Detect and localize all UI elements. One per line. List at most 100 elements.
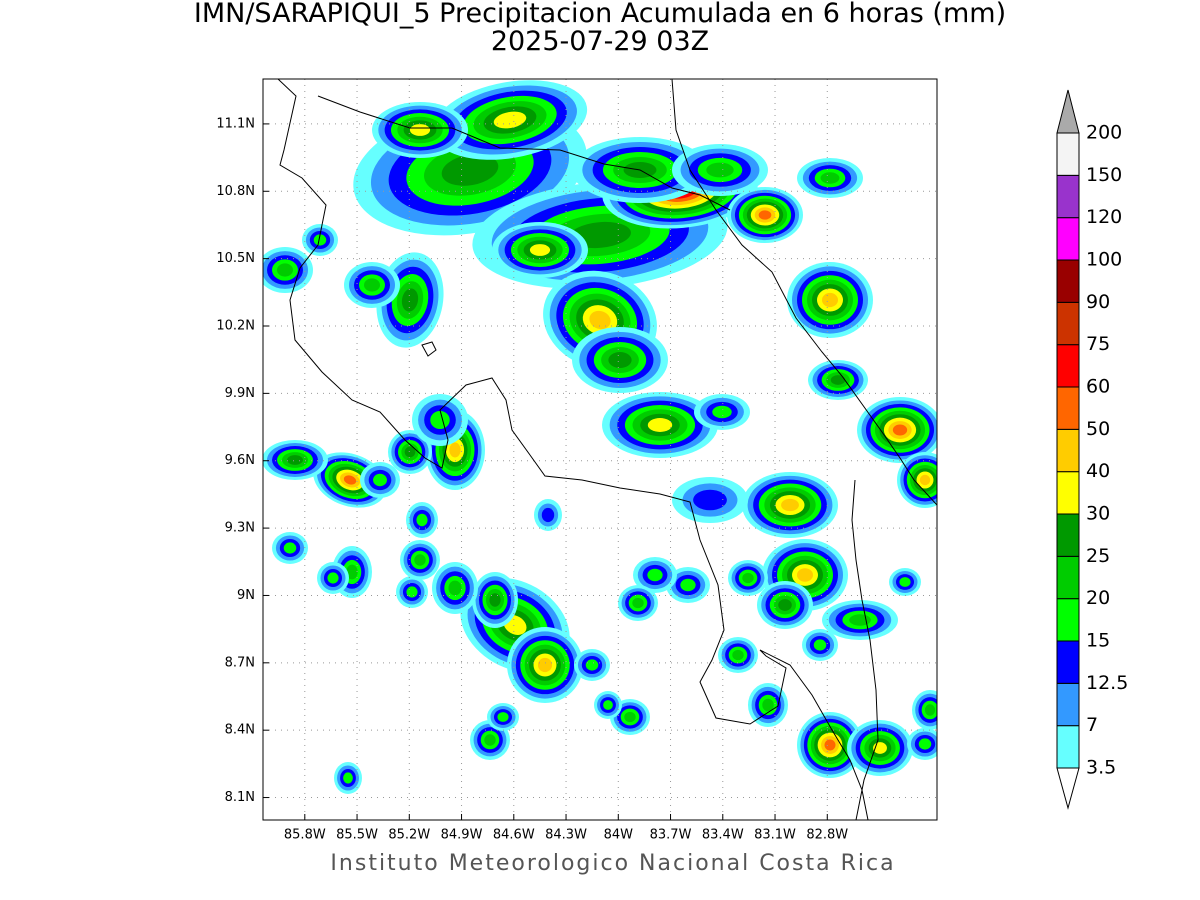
precip-contour [824, 739, 836, 751]
precip-contour [287, 455, 303, 465]
colorbar-label: 12.5 [1086, 672, 1128, 694]
precip-contour [624, 711, 636, 723]
credit: Instituto Meteorologico Nacional Costa R… [330, 851, 895, 876]
colorbar-label: 200 [1086, 122, 1122, 144]
precip-contour [778, 599, 792, 611]
colorbar-swatch [1056, 725, 1080, 769]
map-title: IMN/SARAPIQUI_5 Precipitacion Acumulada … [194, 0, 1006, 29]
precip-contour [918, 738, 932, 750]
precip-contour [449, 442, 461, 458]
precip-contour [680, 578, 696, 592]
precip-contour [346, 564, 358, 580]
coastline [671, 79, 937, 506]
precip-contour [364, 278, 380, 292]
precip-contour [813, 639, 827, 651]
colorbar-label: 60 [1086, 376, 1110, 398]
lake [421, 341, 437, 357]
border [317, 95, 731, 211]
precip-contour [327, 572, 339, 584]
precip-contour [343, 772, 353, 784]
precip-contour [919, 474, 931, 486]
y-tick-label: 8.7N [225, 655, 255, 670]
precip-contour [484, 734, 496, 746]
precip-contour [762, 698, 774, 712]
colorbar-label: 15 [1086, 630, 1110, 652]
precip-contour [781, 498, 799, 512]
x-tick-label: 83.1W [754, 828, 796, 843]
precip-contour [822, 292, 838, 308]
colorbar-label: 25 [1086, 545, 1110, 567]
precip-contour [742, 572, 754, 584]
y-tick-label: 10.2N [216, 319, 255, 334]
colorbar-swatch [1056, 301, 1080, 346]
y-tick-label: 9N [237, 588, 255, 603]
y-tick-label: 11.1N [216, 116, 255, 131]
precip-contour [603, 700, 613, 710]
colorbar-label: 20 [1086, 587, 1110, 609]
x-tick-label: 83.7W [650, 828, 692, 843]
x-tick-label: 84.3W [545, 828, 587, 843]
colorbar-swatch [1056, 428, 1080, 473]
precip-contour [892, 424, 908, 436]
colorbar-swatch [1056, 471, 1080, 515]
precip-contour [497, 712, 509, 722]
precip-contour [712, 405, 732, 419]
y-tick-label: 8.1N [225, 790, 255, 805]
precip-contour [732, 649, 744, 661]
colorbar-label: 100 [1086, 249, 1122, 271]
colorbar-label: 150 [1086, 164, 1122, 186]
colorbar-label: 40 [1086, 460, 1110, 482]
precip-contour [373, 473, 387, 487]
precip-contour [797, 568, 813, 582]
x-tick-label: 85.5W [336, 828, 378, 843]
precip-contour [416, 513, 428, 527]
precip-contour [899, 577, 911, 587]
colorbar-swatch [1056, 386, 1080, 430]
precip-contour [283, 542, 297, 554]
precip-contour [541, 507, 555, 523]
x-tick-label: 84.6W [493, 828, 535, 843]
precip-contour [401, 288, 419, 312]
colorbar-label: 50 [1086, 418, 1110, 440]
y-tick-label: 10.5N [216, 251, 255, 266]
precip-contour [441, 154, 499, 186]
x-tick-label: 85.2W [388, 828, 430, 843]
x-tick-label: 82.8W [806, 828, 848, 843]
precip-contour [758, 210, 772, 220]
y-tick-label: 10.8N [216, 184, 255, 199]
precip-contour [277, 263, 293, 277]
precip-contour [430, 410, 450, 430]
y-tick-label: 9.3N [225, 521, 255, 536]
colorbar-label: 30 [1086, 503, 1110, 525]
precip-contour [537, 657, 553, 673]
colorbar-under [1056, 767, 1080, 810]
colorbar-swatch [1056, 598, 1080, 642]
x-tick-label: 85.8W [284, 828, 326, 843]
y-tick-label: 8.4N [225, 723, 255, 738]
precip-contour [706, 162, 734, 178]
colorbar-swatch [1056, 513, 1080, 557]
x-tick-label: 83.4W [702, 828, 744, 843]
precip-contour [849, 614, 871, 626]
precip-contour [693, 489, 727, 511]
colorbar-swatch [1056, 174, 1080, 219]
colorbar-swatch [1056, 344, 1080, 388]
precip-contour [608, 352, 632, 368]
y-tick-label: 9.6N [225, 453, 255, 468]
precip-contour [820, 172, 840, 184]
coastlines [277, 79, 937, 820]
x-tick-label: 84W [604, 828, 634, 843]
map-subtitle: 2025-07-29 03Z [491, 26, 709, 57]
precip-contour [414, 554, 426, 566]
colorbar-swatch [1056, 555, 1080, 600]
colorbar-swatch [1056, 640, 1080, 684]
precip-contour [343, 475, 357, 485]
precip-contour [448, 580, 462, 596]
precip-contour [585, 659, 599, 671]
x-tick-label: 84.9W [441, 828, 483, 843]
coastline [277, 79, 869, 820]
precip-contour [406, 586, 418, 598]
colorbar: 3.5 7 12.5 15 20 25 30 40 50 60 75 90 100 120 150 200 [1056, 89, 1128, 810]
border [851, 479, 879, 820]
